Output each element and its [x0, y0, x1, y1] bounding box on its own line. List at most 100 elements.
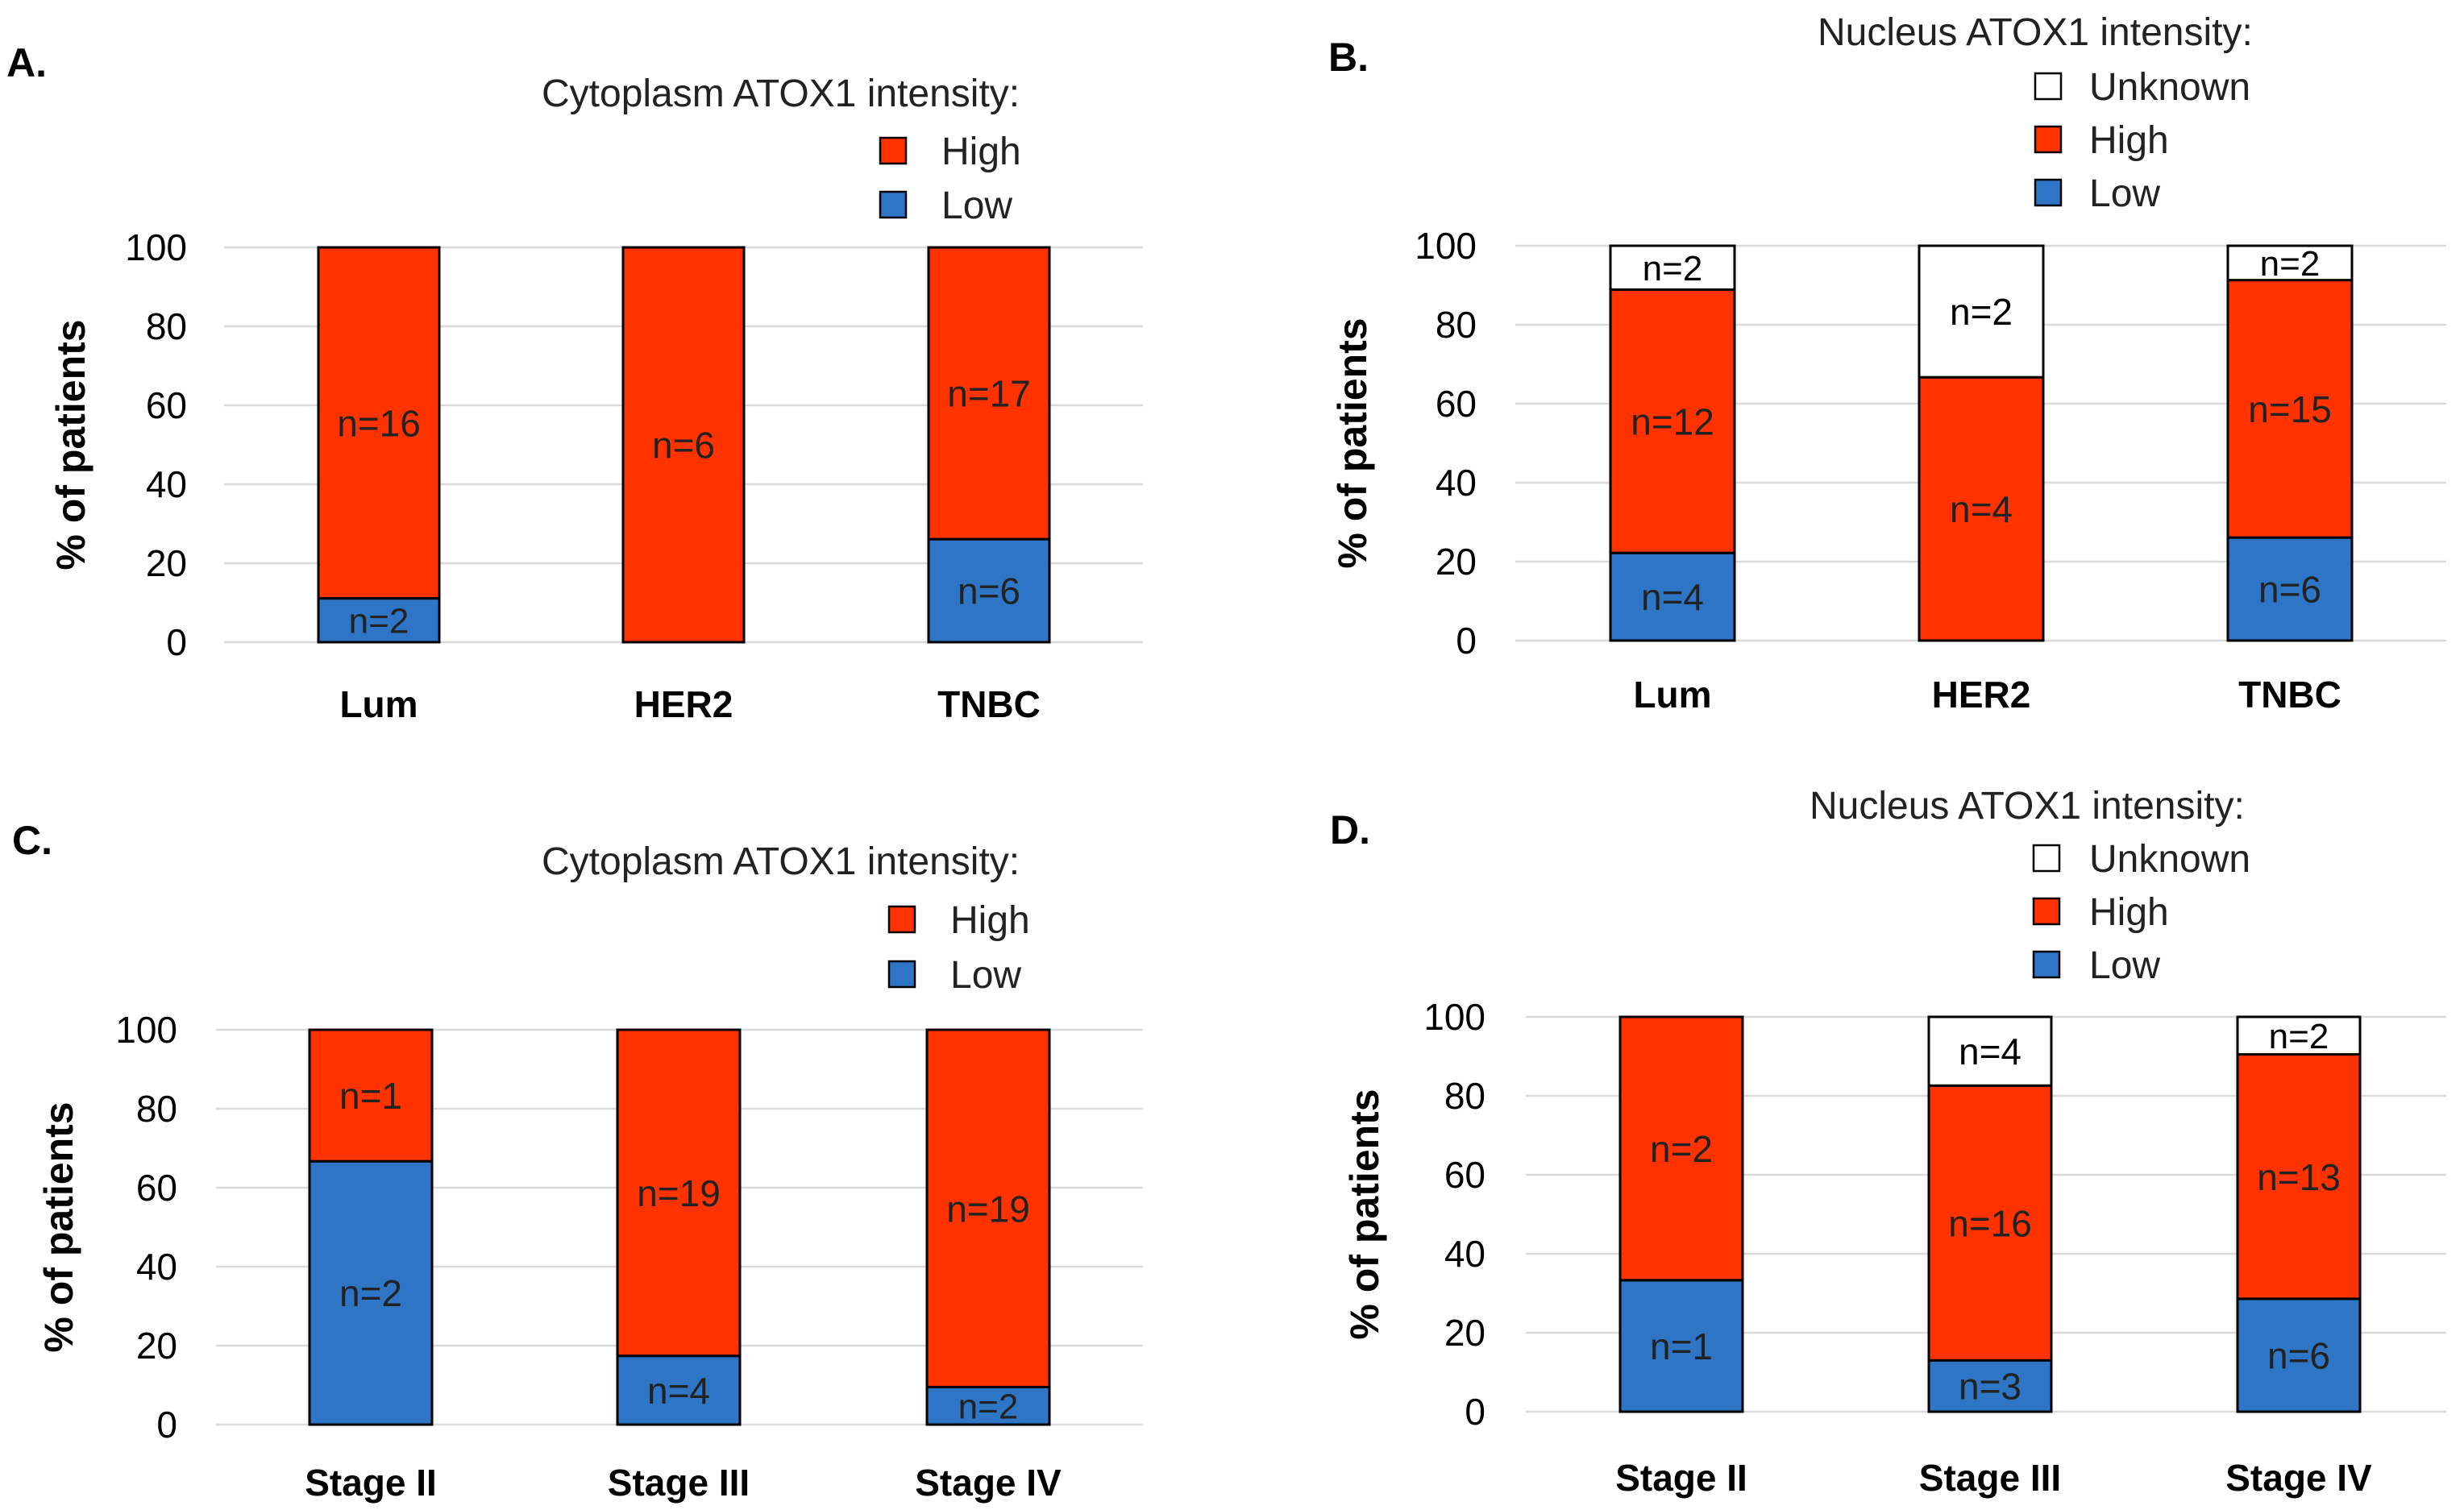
data-label: n=16 [337, 402, 421, 444]
y-tick-label: 20 [136, 1325, 177, 1367]
legend-swatch-low [2034, 178, 2063, 207]
x-tick-label: Stage III [608, 1462, 750, 1504]
bar-segment-high [616, 1028, 742, 1358]
y-tick-label: 20 [1444, 1312, 1485, 1354]
bar-segment-low [1609, 551, 1736, 642]
bar-segment-high [621, 246, 746, 644]
x-tick-label: Stage II [305, 1462, 437, 1504]
x-tick-label: TNBC [2238, 674, 2341, 716]
data-label: n=19 [946, 1188, 1030, 1230]
data-label: n=2 [1950, 291, 2013, 333]
panel-label: B. [1328, 35, 1369, 80]
x-tick-label: TNBC [937, 683, 1041, 725]
data-label: n=12 [1631, 400, 1714, 442]
legend-swatch-high [879, 136, 908, 165]
y-tick-label: 0 [1456, 620, 1477, 662]
bar-segment-high [2236, 1053, 2362, 1301]
y-axis-label: % of patients [1342, 1089, 1387, 1339]
bar-segment-unknown [1609, 244, 1736, 291]
y-tick-label: 60 [1436, 383, 1477, 425]
y-tick-label: 80 [146, 305, 187, 347]
legend-swatch-low [887, 960, 916, 989]
y-axis-label: % of patients [48, 319, 93, 570]
legend-entry-low: Low [2089, 172, 2160, 215]
x-tick-label: HER2 [1932, 674, 2031, 716]
y-tick-label: 40 [146, 463, 187, 505]
x-tick-label: Stage IV [915, 1462, 1062, 1504]
legend-entry-unknown: Unknown [2089, 66, 2250, 109]
bar-segment-unknown [1927, 1015, 2053, 1087]
data-label: n=2 [1643, 249, 1703, 288]
legend-title: Nucleus ATOX1 intensity: [1818, 11, 2253, 54]
legend-entry-high: High [941, 131, 1021, 173]
data-label: n=2 [2269, 1017, 2329, 1056]
y-tick-label: 80 [1436, 304, 1477, 346]
y-tick-label: 40 [136, 1246, 177, 1288]
panel-label: D. [1330, 807, 1370, 852]
y-tick-label: 0 [166, 621, 187, 663]
legend-entry-high: High [950, 899, 1030, 942]
bar-segment-low [2226, 536, 2354, 642]
data-label: n=4 [1959, 1031, 2021, 1072]
legend-entry-low: Low [2089, 944, 2160, 987]
legend-entry-high: High [2089, 891, 2169, 934]
chart-panel-b: B. 0 20 40 60 80 100 % of patients n=4 n=12 n=2 Lum… [1328, 11, 2446, 716]
y-axis-label: % of patients [1330, 317, 1375, 568]
y-tick-label: 0 [156, 1404, 177, 1446]
y-tick-label: 20 [1436, 541, 1477, 583]
y-tick-label: 80 [1444, 1075, 1485, 1117]
panel-label: C. [12, 818, 52, 863]
y-tick-label: 100 [1423, 996, 1485, 1038]
y-tick-label: 60 [146, 384, 187, 426]
x-tick-label: Lum [1633, 674, 1711, 716]
y-tick-label: 40 [1436, 462, 1477, 504]
data-label: n=2 [958, 1388, 1019, 1427]
y-axis-label: % of patients [36, 1101, 81, 1352]
legend-entry-unknown: Unknown [2089, 838, 2250, 881]
x-tick-label: HER2 [634, 683, 733, 725]
data-label: n=3 [1959, 1366, 2021, 1408]
bar-segment-unknown [1918, 244, 2045, 379]
data-label: n=6 [2267, 1334, 2330, 1376]
data-label: n=4 [1950, 488, 2013, 530]
legend-swatch-unknown [2032, 844, 2061, 873]
y-tick-label: 100 [115, 1009, 177, 1051]
x-tick-label: Stage III [1919, 1457, 2061, 1499]
data-label: n=6 [652, 425, 715, 467]
bar-segment-unknown [2236, 1015, 2362, 1056]
data-label: n=13 [2257, 1156, 2341, 1198]
legend-swatch-high [887, 905, 916, 934]
bar-segment-high [317, 246, 441, 600]
data-label: n=2 [339, 1272, 402, 1314]
legend-entry-low: Low [941, 185, 1012, 227]
bar-segment-low [2236, 1297, 2362, 1413]
x-tick-label: Stage II [1615, 1457, 1747, 1499]
y-tick-label: 100 [1415, 225, 1477, 267]
panel-label: A. [6, 40, 47, 85]
bar-segment-high [2226, 279, 2354, 539]
bar-segment-unknown [2226, 244, 2354, 282]
legend-swatch-unknown [2034, 72, 2063, 101]
data-label: n=2 [2260, 244, 2321, 284]
data-label: n=4 [647, 1370, 710, 1412]
x-tick-label: Lum [339, 683, 418, 725]
legend-swatch-high [2032, 897, 2061, 926]
chart-panel-c: C. 0 20 40 60 80 100 % of patients n=2 n=1 Stage I… [12, 818, 1143, 1504]
data-label: n=15 [2248, 388, 2332, 430]
data-label: n=6 [958, 570, 1020, 612]
bar-segment-high [925, 1028, 1051, 1388]
data-label: n=6 [2258, 569, 2321, 611]
legend-swatch-low [879, 190, 908, 219]
bar-segment-low [1927, 1359, 2053, 1413]
legend-title: Cytoplasm ATOX1 intensity: [542, 840, 1020, 883]
legend-title: Nucleus ATOX1 intensity: [1810, 785, 2245, 828]
y-tick-label: 80 [136, 1088, 177, 1130]
y-tick-label: 20 [146, 542, 187, 584]
data-label: n=2 [349, 602, 409, 641]
y-tick-label: 60 [136, 1167, 177, 1209]
data-label: n=19 [637, 1172, 721, 1214]
bar-segment-high [1609, 288, 1736, 554]
y-tick-label: 0 [1465, 1391, 1485, 1433]
data-label: n=1 [1650, 1325, 1713, 1367]
